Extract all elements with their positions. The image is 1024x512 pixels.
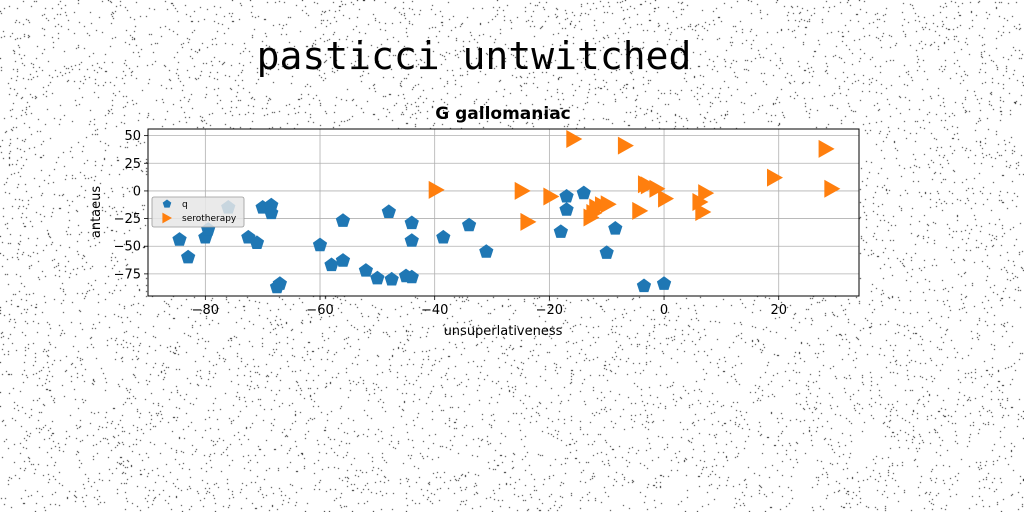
point-serotherapy (520, 212, 537, 231)
legend-label-q: q (182, 200, 188, 210)
point-q (312, 237, 328, 252)
plot-frame (147, 128, 860, 297)
legend-marker-q (162, 199, 172, 208)
x-tick-label: −60 (306, 303, 333, 318)
point-q (436, 229, 451, 244)
point-serotherapy (698, 184, 715, 203)
point-q (381, 204, 396, 218)
plot-background (148, 129, 859, 296)
y-tick-label: 0 (133, 184, 141, 199)
x-tick-label: −80 (192, 303, 219, 318)
y-tick-label: 50 (124, 129, 141, 144)
point-serotherapy (566, 129, 583, 148)
y-tick-label: −75 (114, 267, 141, 282)
point-serotherapy (632, 201, 649, 220)
point-q (335, 253, 351, 267)
axis-ticks: −80 −60 −40 −20 0 20 −75 −50 −25 0 25 50 (114, 129, 787, 318)
point-q (636, 278, 652, 293)
point-q (479, 244, 494, 258)
point-q (559, 202, 574, 216)
point-serotherapy (658, 189, 675, 208)
point-q (335, 213, 351, 227)
legend: q serotherapy (151, 196, 245, 228)
y-axis-label: antaeus (89, 186, 104, 239)
point-q (404, 233, 419, 247)
grid-lines (148, 129, 859, 296)
legend-marker-serotherapy (162, 212, 172, 224)
point-q (370, 270, 385, 285)
point-q (462, 217, 477, 232)
point-q (599, 245, 614, 259)
x-tick-label: −40 (421, 303, 448, 318)
point-q (608, 221, 623, 235)
point-serotherapy (600, 195, 617, 214)
legend-box (151, 196, 245, 228)
point-serotherapy (766, 168, 783, 187)
y-tick-label: −25 (114, 212, 141, 227)
point-q (559, 189, 574, 203)
point-serotherapy (695, 202, 712, 221)
x-tick-label: −20 (536, 303, 563, 318)
point-q (324, 257, 339, 272)
chart-title: G gallomaniac (435, 104, 571, 124)
x-tick-label: 20 (770, 303, 787, 318)
point-q (358, 263, 373, 277)
point-q (264, 205, 279, 220)
point-q (181, 249, 196, 264)
point-serotherapy (818, 139, 835, 158)
point-q (384, 271, 399, 286)
point-serotherapy (514, 181, 531, 200)
legend-markers (162, 199, 172, 224)
point-q (249, 235, 265, 249)
point-q (264, 197, 279, 212)
point-q (656, 276, 672, 290)
point-q (172, 232, 187, 246)
point-serotherapy (543, 187, 560, 206)
point-q (404, 269, 419, 284)
point-q (576, 185, 591, 200)
point-q (272, 276, 287, 290)
point-serotherapy (640, 176, 657, 195)
point-q (553, 224, 568, 238)
page-title: pasticci untwitched (256, 34, 692, 78)
y-tick-label: 25 (124, 157, 141, 172)
point-serotherapy (649, 179, 666, 198)
legend-label-serotherapy: serotherapy (182, 214, 237, 224)
point-serotherapy (617, 136, 634, 155)
point-q (404, 215, 419, 230)
point-serotherapy (428, 180, 445, 199)
y-tick-label: −50 (114, 240, 141, 255)
data-marks (172, 129, 841, 294)
x-axis-label: unsuperlativeness (444, 324, 563, 339)
point-serotherapy (824, 179, 841, 198)
x-tick-label: 0 (660, 303, 668, 318)
